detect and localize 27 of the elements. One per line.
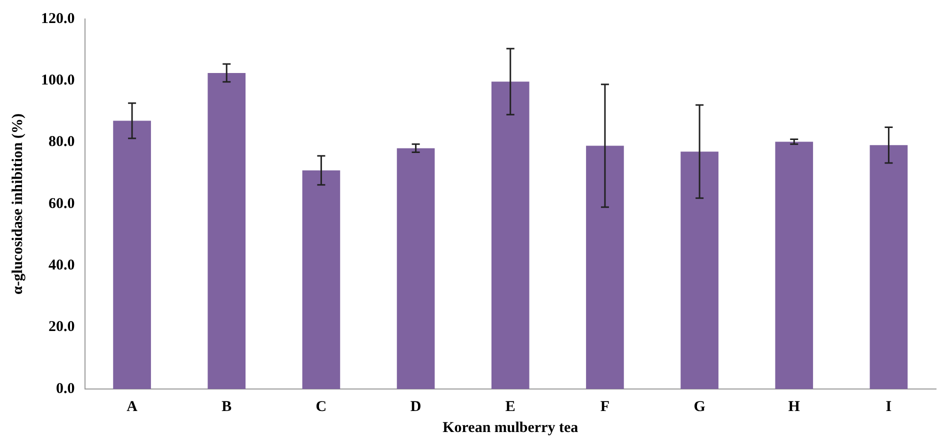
y-tick-label: 40.0 (48, 258, 75, 274)
x-tick-label: I (886, 398, 892, 415)
y-tick-label: 100.0 (41, 72, 75, 89)
y-axis-title: α-glucosidase inhibition (%) (10, 114, 26, 294)
bar (680, 152, 718, 389)
y-tick-label: 80.0 (48, 134, 75, 150)
y-tick-label: 20.0 (48, 319, 75, 336)
y-tick-label: 0.0 (56, 380, 75, 397)
y-tick-label: 60.0 (48, 196, 75, 212)
bar (586, 146, 624, 389)
y-tick-label: 120.0 (41, 10, 75, 27)
bar (775, 142, 814, 389)
bar (396, 148, 435, 389)
x-tick-label: A (126, 398, 138, 415)
bar (113, 120, 151, 389)
x-tick-label: F (600, 398, 610, 415)
bar (302, 170, 340, 389)
bar (870, 145, 908, 389)
bar (491, 82, 530, 389)
x-tick-label: H (788, 398, 800, 415)
x-tick-label: G (694, 398, 706, 415)
x-axis-title: Korean mulberry tea (442, 420, 579, 436)
x-tick-label: E (505, 398, 516, 415)
x-tick-label: D (410, 398, 422, 415)
bar (208, 72, 246, 389)
x-tick-label: C (316, 398, 327, 415)
x-tick-label: B (222, 398, 232, 415)
